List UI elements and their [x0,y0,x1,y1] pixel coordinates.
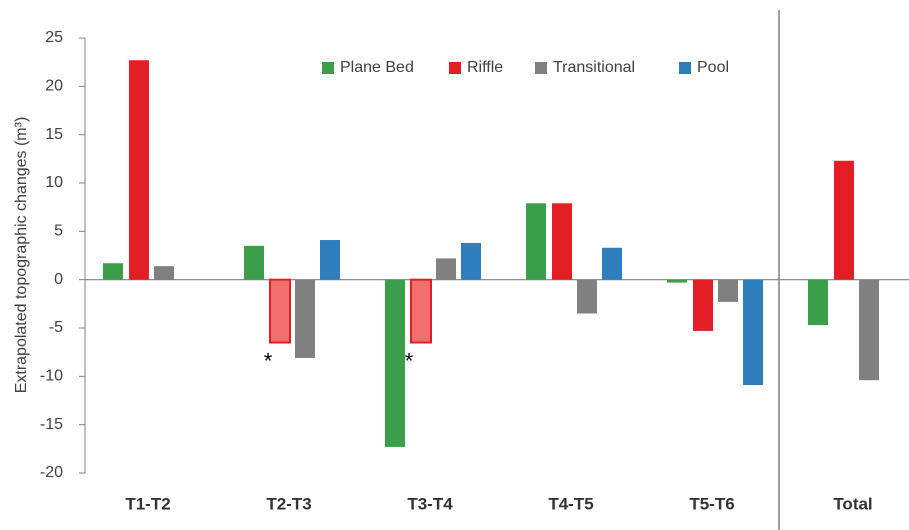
legend-swatch [535,62,547,74]
x-tick-label: T4-T5 [548,494,593,513]
flag-label: * [405,348,414,373]
legend-label: Plane Bed [340,59,414,76]
bar [859,279,879,381]
y-tick-label: -15 [40,416,63,433]
bar [602,247,622,280]
bar [244,245,264,280]
x-tick-label: T5-T6 [689,494,734,513]
bar [461,242,481,280]
x-tick-label: T1-T2 [125,494,170,513]
bar [526,203,546,280]
bar [129,60,149,280]
bar [693,279,713,331]
y-tick-label: 5 [54,223,63,240]
legend-swatch [322,62,334,74]
y-tick-label: -5 [49,319,63,336]
bar [269,278,291,344]
bar [808,279,828,326]
x-tick-label: T2-T3 [266,494,311,513]
legend-label: Pool [697,59,729,76]
bar [436,258,456,280]
y-axis-label: Extrapolated topographic changes (m³) [13,117,30,394]
bar [552,203,572,280]
bar [385,279,405,447]
y-tick-label: 10 [45,174,63,191]
bar [410,278,432,344]
legend-swatch [679,62,691,74]
y-tick-label: -10 [40,368,63,385]
bar [295,279,315,358]
legend-label: Riffle [467,59,503,76]
legend-swatch [449,62,461,74]
y-tick-label: 25 [45,29,63,46]
x-tick-label: Total [833,494,872,513]
bar [718,279,738,302]
flag-label: * [264,348,273,373]
x-tick-label: T3-T4 [407,494,453,513]
legend-label: Transitional [553,59,635,76]
y-tick-label: 0 [54,271,63,288]
bar [743,279,763,386]
bar [103,263,123,280]
bar [320,240,340,280]
y-tick-label: 15 [45,126,63,143]
bar [667,279,687,283]
y-tick-label: 20 [45,78,63,95]
bar [577,279,597,314]
y-tick-label: -20 [40,464,63,481]
bar [834,160,854,280]
bar [154,266,174,280]
